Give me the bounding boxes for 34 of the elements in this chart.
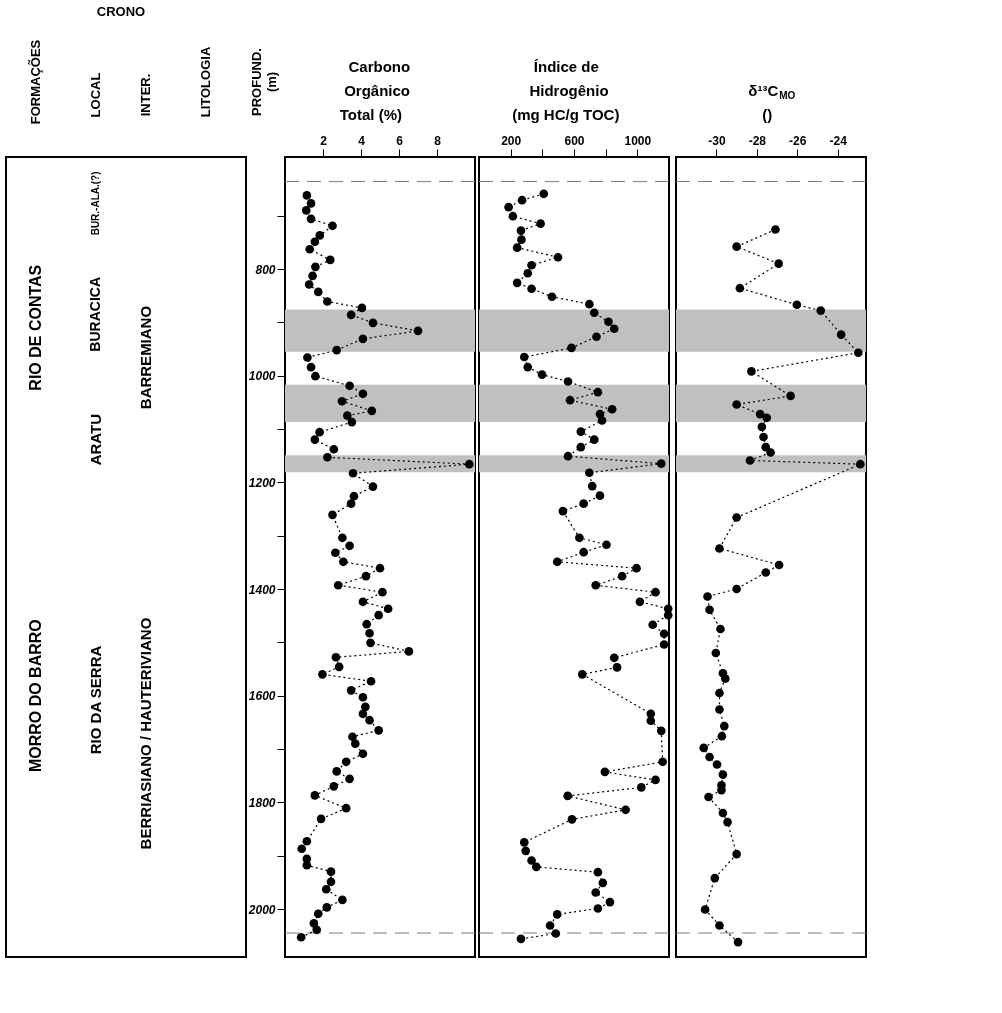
y-axis-title: PROFUND. (m) [249, 48, 279, 116]
text: RIO DA SERRA [87, 645, 104, 755]
text: BUR.-ALA.(?) [90, 171, 101, 236]
x-tick-label: -30 [708, 133, 726, 148]
x-tick-label: 1000 [624, 133, 652, 148]
text: CRONO [96, 4, 146, 19]
y-tick-label: 1000 [248, 369, 276, 384]
y-tick-label: 1200 [248, 475, 276, 490]
text: BURACICA [87, 277, 103, 352]
x-tick-label: 2 [320, 133, 328, 148]
text: LITOLOGIA [198, 46, 213, 118]
y-tick-label: 1400 [248, 582, 276, 597]
x-tick-label: -26 [789, 133, 807, 148]
text: FORMAÇÕES [28, 39, 43, 125]
y-tick-label: 1800 [248, 795, 276, 810]
x-tick-label: 4 [358, 133, 366, 148]
text: BARREMIANO [137, 305, 154, 410]
x-tick-label: 200 [501, 133, 522, 148]
y-tick-label: 1600 [248, 689, 276, 704]
text: MORRO DO BARRO [27, 619, 44, 773]
text: BERRIASIANO / HAUTERIVIANO [137, 617, 154, 850]
text: RIO DE CONTAS [27, 264, 44, 391]
text: ARATU [87, 413, 104, 466]
x-tick-label: -24 [829, 133, 848, 148]
y-tick-label: 2000 [247, 902, 276, 917]
text: INTER. [138, 73, 153, 117]
x-tick-label: -28 [748, 133, 767, 148]
x-tick-label: 6 [396, 133, 404, 148]
x-axis-title: Carbono Orgânico Total (%) [339, 58, 411, 123]
x-tick-label: 600 [564, 133, 585, 148]
x-axis-title: Índice de Hidrogênio (mg HC/g TOC) [512, 58, 620, 123]
x-tick-label: 8 [434, 133, 442, 148]
text: LOCAL [88, 72, 103, 118]
y-tick-label: 800 [255, 262, 276, 277]
